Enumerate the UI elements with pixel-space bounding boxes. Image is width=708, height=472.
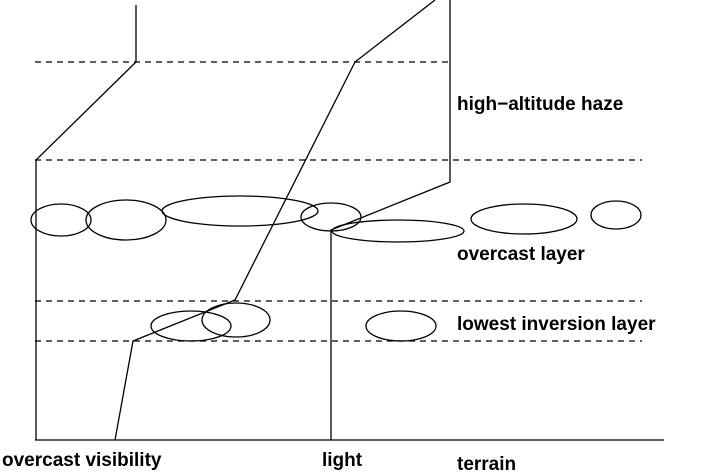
profile-line bbox=[35, 5, 137, 440]
label: light bbox=[322, 450, 363, 471]
label: terrain bbox=[457, 454, 516, 472]
cloud bbox=[85, 199, 167, 241]
cloud bbox=[201, 302, 271, 338]
label: overcast visibility bbox=[2, 450, 162, 471]
cloud bbox=[470, 203, 578, 235]
cloud bbox=[365, 310, 437, 342]
cloud bbox=[590, 200, 642, 230]
visibility-line bbox=[114, 0, 436, 441]
cloud bbox=[331, 219, 465, 243]
cloud bbox=[300, 202, 362, 232]
label: lowest inversion layer bbox=[457, 314, 656, 335]
cloud bbox=[161, 195, 319, 227]
cloud bbox=[30, 203, 92, 237]
label: overcast layer bbox=[457, 244, 585, 265]
label: high−altitude haze bbox=[457, 94, 623, 115]
light-line bbox=[330, 0, 451, 440]
cloud bbox=[150, 310, 232, 342]
